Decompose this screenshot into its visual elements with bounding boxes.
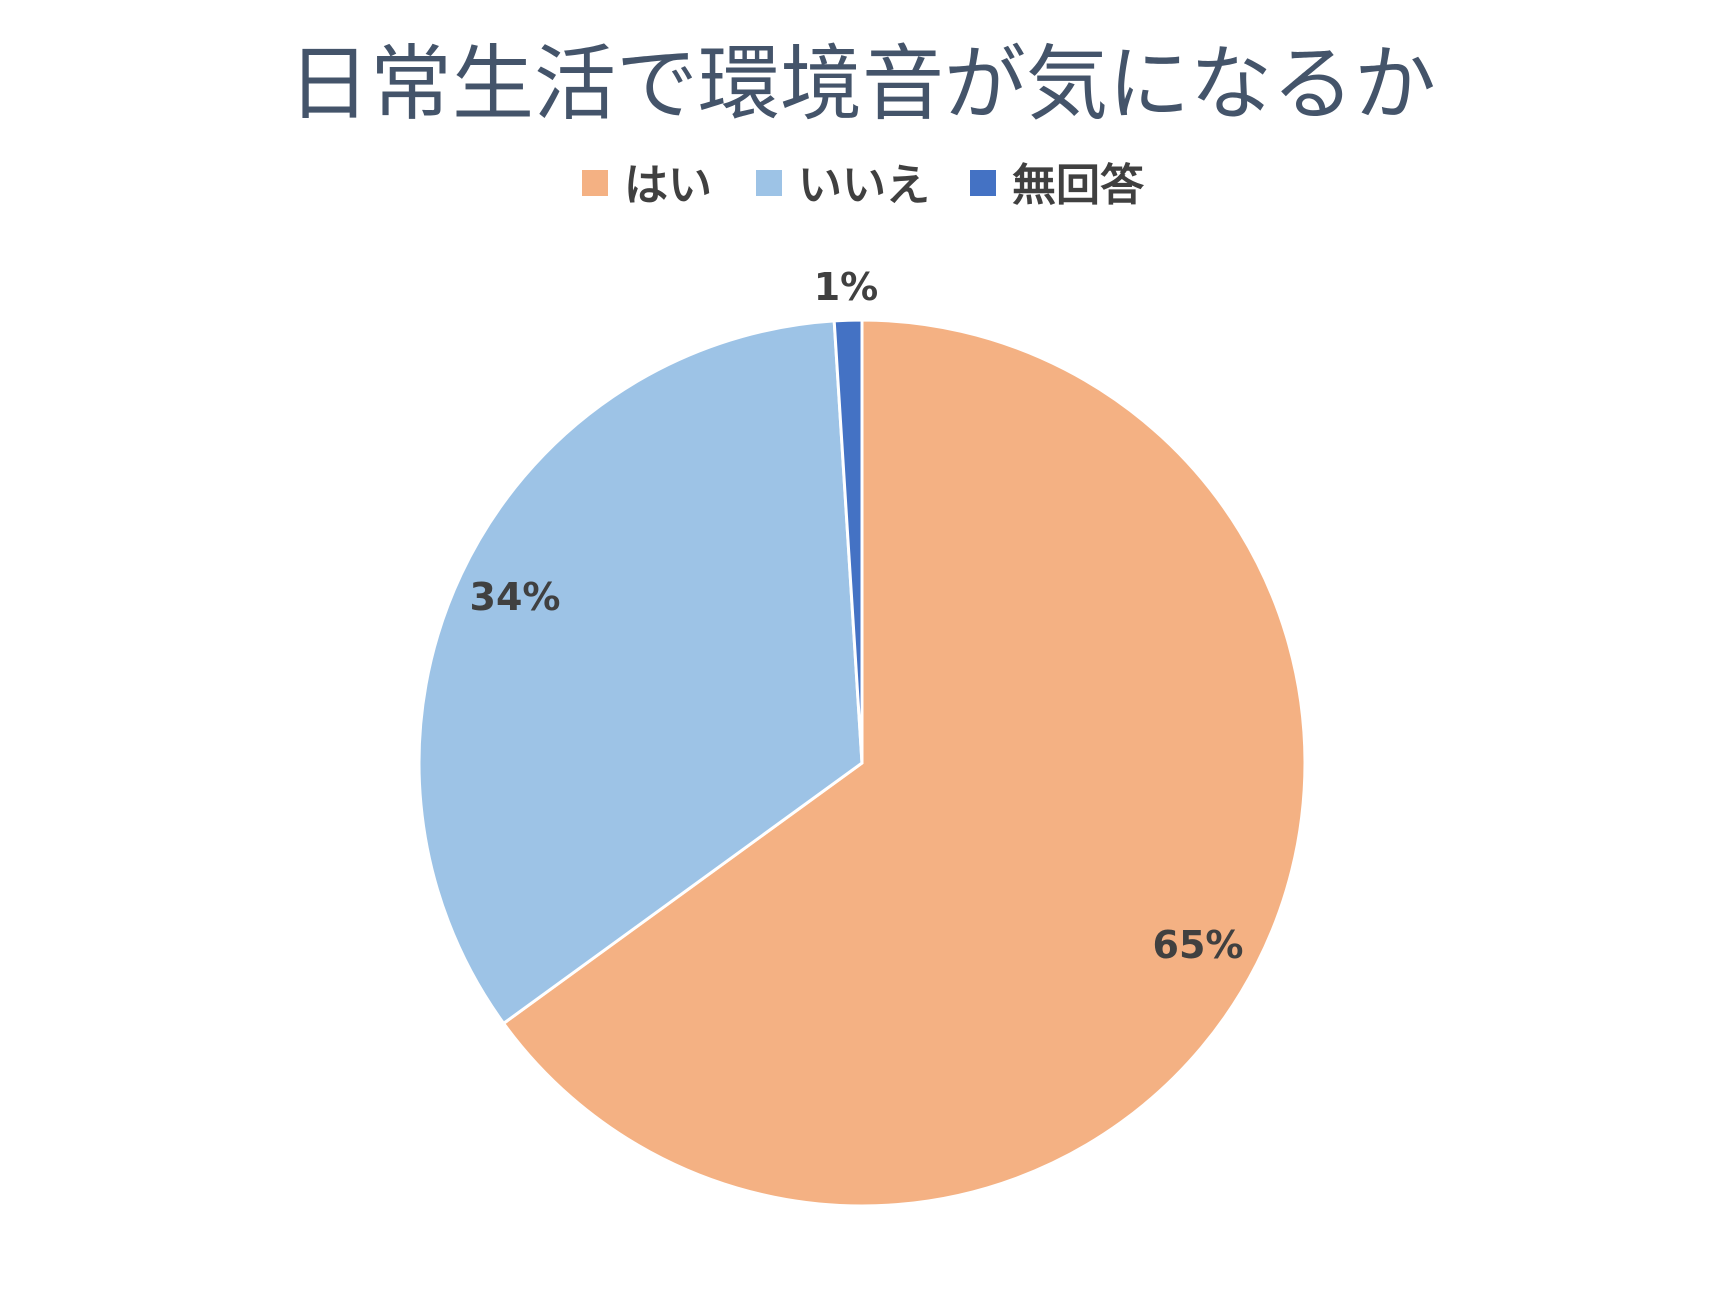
legend-swatch-mukaitou bbox=[970, 170, 996, 196]
legend-label-mukaitou: 無回答 bbox=[1012, 160, 1145, 211]
legend-swatch-hai bbox=[582, 170, 608, 196]
pie-slices bbox=[417, 318, 1307, 1208]
chart-title: 日常生活で環境音が気になるか bbox=[288, 37, 1436, 132]
legend-label-hai: はい bbox=[624, 160, 712, 211]
legend-swatch-iie bbox=[756, 170, 782, 196]
pie-slice-mukaitou bbox=[832, 318, 864, 764]
data-label-iie: 34% bbox=[470, 575, 561, 619]
pie-slice-iie bbox=[417, 319, 864, 1026]
data-label-mukaitou: 1% bbox=[814, 265, 879, 309]
legend-label-iie: いいえ bbox=[798, 160, 930, 211]
data-label-hai: 65% bbox=[1153, 923, 1244, 967]
legend: はい いいえ 無回答 bbox=[582, 160, 1145, 211]
pie-slice-hai bbox=[501, 318, 1307, 1208]
